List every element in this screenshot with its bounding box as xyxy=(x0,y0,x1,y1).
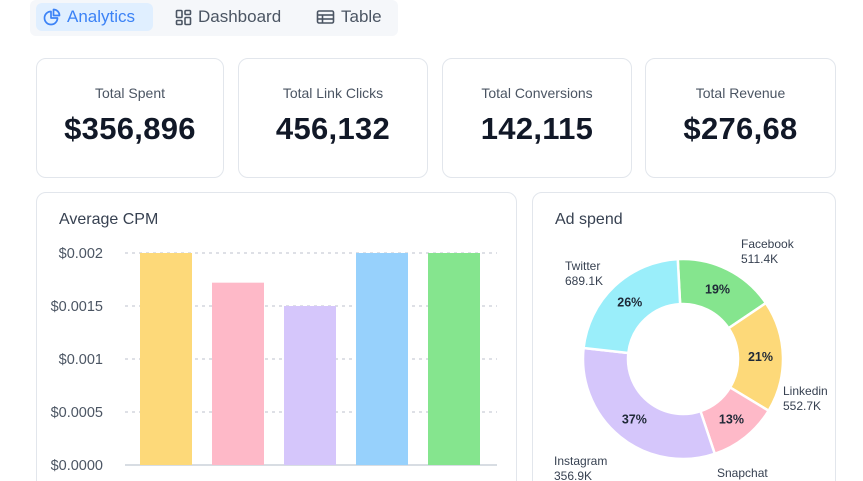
slice-percent-label: 13% xyxy=(719,412,744,426)
slice-name-label: Linkedin xyxy=(783,384,828,398)
view-tab-bar: Analytics Dashboard Table xyxy=(30,0,398,36)
stat-card-total-revenue: Total Revenue $276,68 xyxy=(645,58,836,178)
y-tick-label: $0.0000 xyxy=(51,458,103,474)
slice-percent-label: 26% xyxy=(617,296,642,310)
bar xyxy=(140,253,192,465)
bar xyxy=(212,282,264,465)
stat-card-total-link-clicks: Total Link Clicks 456,132 xyxy=(238,58,428,178)
pie-chart-icon xyxy=(43,8,61,26)
bar xyxy=(428,253,480,465)
stat-label: Total Spent xyxy=(94,85,166,101)
tab-table[interactable]: Table xyxy=(309,3,389,31)
stat-card-total-conversions: Total Conversions 142,115 xyxy=(442,58,632,178)
slice-name-label: Snapchat xyxy=(717,466,768,480)
stat-card-total-spent: Total Spent $356,896 xyxy=(36,58,224,178)
ad-spend-panel: Ad spend 19% Facebook 511.4K 21% Linkedin 552… xyxy=(532,192,836,481)
dashboard-grid-icon xyxy=(175,9,192,26)
cpm-bar-chart: $0.0000 $0.0005 $0.001 $0.0015 $0.002 xyxy=(51,246,497,474)
y-tick-label: $0.0005 xyxy=(51,405,103,421)
tab-label: Table xyxy=(341,7,382,26)
y-tick-label: $0.001 xyxy=(59,352,103,368)
chart-title: Average CPM xyxy=(59,211,159,228)
slice-amount-label: 356.9K xyxy=(554,469,592,481)
slice-name-label: Instagram xyxy=(554,454,607,468)
slice-percent-label: 19% xyxy=(705,283,730,297)
stat-label: Total Conversions xyxy=(481,85,593,101)
y-tick-label: $0.002 xyxy=(59,246,103,262)
y-tick-label: $0.0015 xyxy=(51,299,103,315)
tab-dashboard[interactable]: Dashboard xyxy=(168,3,289,31)
donut-slice xyxy=(582,257,682,355)
tab-label: Dashboard xyxy=(198,7,282,26)
slice-amount-label: 511.4K xyxy=(741,252,778,266)
stat-value: 456,132 xyxy=(275,111,391,146)
stat-value: $356,896 xyxy=(64,111,196,146)
stat-value: $276,68 xyxy=(683,111,798,146)
average-cpm-panel: Average CPM $0.0000 $0.0005 $0.001 $0.0015 $… xyxy=(36,192,517,481)
chart-title: Ad spend xyxy=(555,211,623,228)
slice-amount-label: 552.7K xyxy=(783,399,821,413)
slice-name-label: Facebook xyxy=(741,237,795,251)
stat-label: Total Revenue xyxy=(695,85,786,101)
donut-slice xyxy=(581,346,717,461)
tab-analytics[interactable]: Analytics xyxy=(36,3,153,31)
slice-name-label: Twitter xyxy=(565,259,600,273)
bar xyxy=(284,306,336,465)
table-icon xyxy=(316,9,335,25)
slice-amount-label: 689.1K xyxy=(565,274,603,288)
stat-label: Total Link Clicks xyxy=(282,85,384,101)
slice-percent-label: 37% xyxy=(622,412,647,426)
bar xyxy=(356,253,408,465)
tab-label: Analytics xyxy=(67,7,136,26)
stat-value: 142,115 xyxy=(480,111,594,146)
slice-percent-label: 21% xyxy=(748,350,773,364)
